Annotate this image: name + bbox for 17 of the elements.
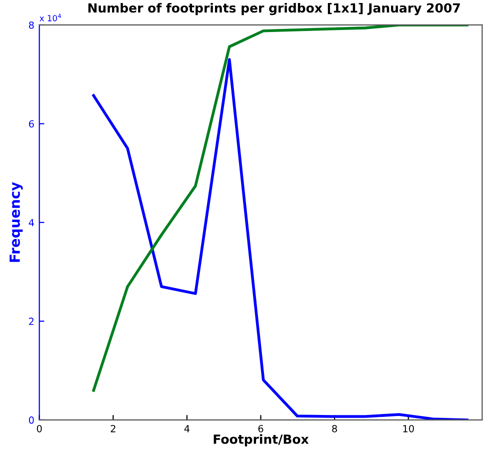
y-axis-title: Frequency	[10, 182, 23, 262]
x-tick-label: 6	[258, 424, 264, 432]
y-tick-label: 0	[28, 416, 34, 424]
y-tick-label: 8	[28, 21, 34, 29]
line-series	[92, 58, 468, 420]
y-tick-label: 6	[28, 120, 34, 128]
y-tick-label: 2	[29, 318, 34, 325]
x-tick-label: 10	[403, 424, 414, 432]
x-tick-label: 0	[36, 424, 42, 432]
text: x 10$^{4}$	[40, 14, 62, 22]
chart-title: Number of footprints per gridbox [1x1] January 2007	[88, 2, 460, 16]
y-tick-label: 4	[28, 219, 34, 226]
x-tick-label: 2	[110, 424, 116, 432]
line-series	[92, 24, 468, 392]
x-axis-title: Footprint/Box	[214, 434, 309, 446]
x-tick-label: 8	[332, 424, 337, 432]
x-tick-label: 4	[184, 425, 190, 432]
